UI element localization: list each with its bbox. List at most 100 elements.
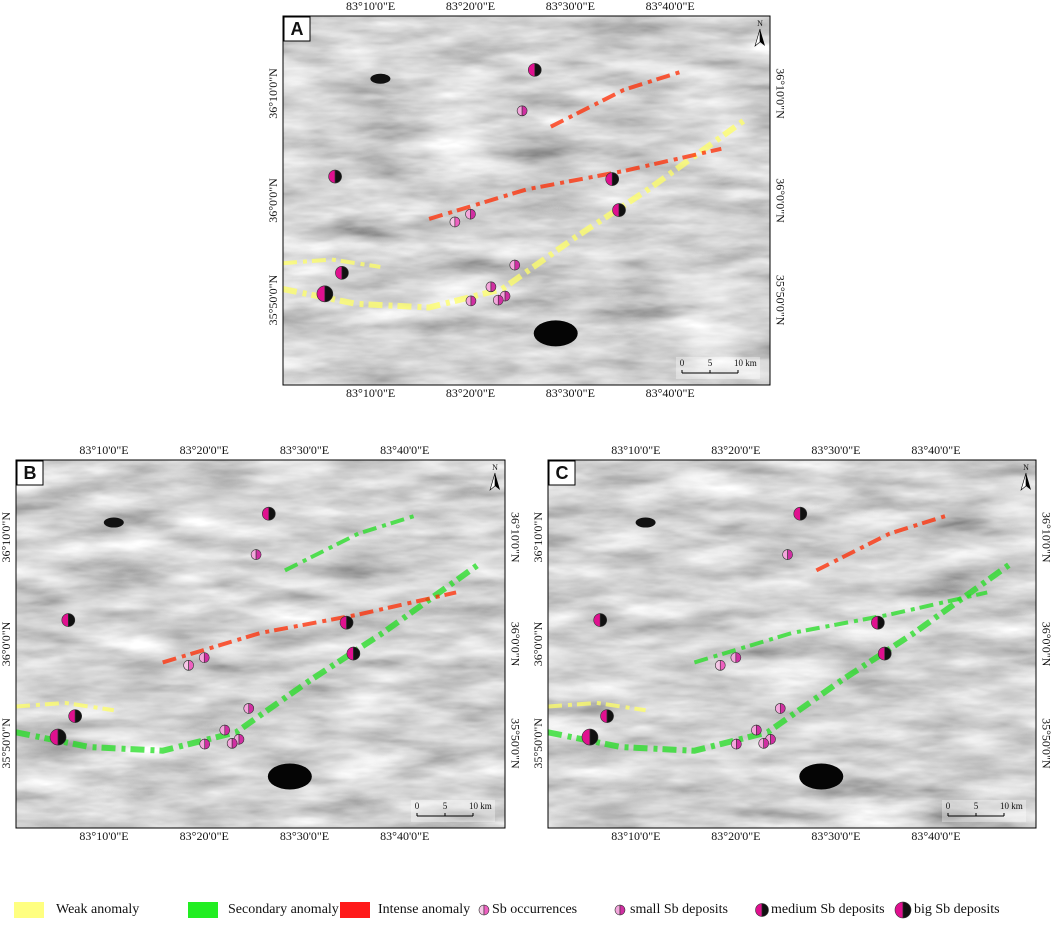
deposit-right <box>504 290 511 302</box>
scale-bar <box>947 813 1005 817</box>
deposit-right <box>490 281 497 293</box>
scale-bar <box>681 370 739 374</box>
legend-label: big Sb deposits <box>914 902 1000 917</box>
anomaly <box>549 69 683 129</box>
deposit-right <box>68 613 76 627</box>
anomaly <box>693 590 988 665</box>
deposit-right <box>203 652 210 663</box>
scale-label: 10 km <box>1000 801 1023 811</box>
legend-label: small Sb deposits <box>630 902 728 917</box>
lake <box>370 73 391 84</box>
deposit-left <box>871 615 879 630</box>
longitude-label: 83°10'0"E <box>79 829 128 843</box>
latitude-label: 36°0'0"N <box>531 621 545 666</box>
terrain <box>16 460 505 828</box>
deposit-left <box>600 709 608 723</box>
deposit-right <box>231 738 238 749</box>
deposit-left <box>49 728 59 746</box>
north-label: N <box>1023 463 1029 472</box>
longitude-label: 83°20'0"E <box>446 0 495 13</box>
lake <box>799 763 844 790</box>
legend-label: Secondary anomaly <box>228 902 339 917</box>
anomaly <box>16 560 483 754</box>
scale-label: 10 km <box>734 358 757 368</box>
lake <box>533 320 578 347</box>
deposit-right <box>606 709 614 723</box>
latitude-label: 36°10'0"N <box>508 512 522 563</box>
deposit-left <box>527 63 536 77</box>
deposit-left <box>68 709 76 723</box>
legend-label: Sb occurrences <box>492 902 577 917</box>
longitude-label: 83°40'0"E <box>911 829 960 843</box>
map-content <box>283 16 770 385</box>
scale-label: 10 km <box>469 801 492 811</box>
map-content <box>16 460 505 828</box>
deposit-right <box>763 738 769 749</box>
legend: Weak anomaly Secondary anomaly Intense ano… <box>14 901 1000 919</box>
deposit-left <box>793 506 801 521</box>
deposit-right <box>57 728 67 746</box>
longitude-label: 83°30'0"E <box>811 829 860 843</box>
anomaly <box>428 146 722 221</box>
deposit-left <box>339 615 347 630</box>
frame <box>282 15 771 386</box>
longitude-label: 83°20'0"E <box>180 829 229 843</box>
deposit-right <box>268 506 276 521</box>
latitude-label: 35°50'0"N <box>1039 718 1052 769</box>
deposit-right <box>761 903 769 917</box>
deposit-right <box>770 734 776 745</box>
scale-label: 5 <box>443 801 448 811</box>
deposit-left <box>755 903 763 917</box>
deposit-left <box>894 901 904 919</box>
deposit-left <box>581 728 591 746</box>
latitude-label: 35°50'0"N <box>773 275 787 326</box>
anomaly <box>283 116 748 311</box>
deposit-right <box>534 63 542 77</box>
anomaly <box>284 513 418 573</box>
legend-label: Weak anomaly <box>56 902 139 917</box>
deposit-right <box>238 734 245 745</box>
deposit-right <box>756 724 762 736</box>
deposit-left <box>605 172 613 186</box>
latitude-label: 35°50'0"N <box>0 718 13 769</box>
deposit-right <box>470 295 477 307</box>
longitude-label: 83°40'0"E <box>646 0 695 13</box>
deposit-right <box>346 615 354 630</box>
frame <box>547 459 1037 829</box>
deposit-left <box>316 285 326 303</box>
latitude-label: 36°0'0"N <box>1039 622 1052 667</box>
longitude-label: 83°20'0"E <box>711 829 760 843</box>
legend-swatch <box>340 902 370 918</box>
deposit-left <box>877 646 886 661</box>
deposit-left <box>328 169 336 184</box>
scale-bar <box>416 813 474 817</box>
anomaly <box>283 257 381 269</box>
panel-label: C <box>556 463 569 483</box>
map-panel: A N 0 5 10 km 83°10'0"E 83°10'0"E 83°20'0"E 83°2… <box>266 0 788 400</box>
deposit-right <box>779 703 786 714</box>
deposit-right <box>248 703 254 714</box>
panel-label: A <box>291 19 304 39</box>
deposit-left <box>61 613 69 627</box>
deposit-right <box>736 738 742 750</box>
longitude-label: 83°40'0"E <box>380 443 429 457</box>
deposit-right <box>224 724 231 736</box>
longitude-label: 83°30'0"E <box>280 829 329 843</box>
map-panel: C N 0 5 10 km 83°10'0"E 83°10'0"E 83°20'0"E 83°2… <box>531 443 1052 843</box>
legend-label: medium Sb deposits <box>771 902 885 917</box>
deposit-right <box>454 216 461 228</box>
deposit-right <box>514 259 521 271</box>
deposit-left <box>614 904 621 916</box>
anomaly <box>548 560 1014 754</box>
lake <box>103 517 124 528</box>
latitude-label: 36°10'0"N <box>773 68 787 119</box>
legend-swatch <box>188 902 218 918</box>
anomaly <box>815 513 949 573</box>
deposit-right <box>799 506 808 521</box>
frame <box>15 459 506 829</box>
map-panel: B N 0 5 10 km 83°10'0"E 83°10'0"E 83°20'0"E 83°2… <box>0 443 522 843</box>
deposit-right <box>589 728 599 746</box>
longitude-label: 83°40'0"E <box>911 443 960 457</box>
scale-label: 5 <box>708 358 713 368</box>
